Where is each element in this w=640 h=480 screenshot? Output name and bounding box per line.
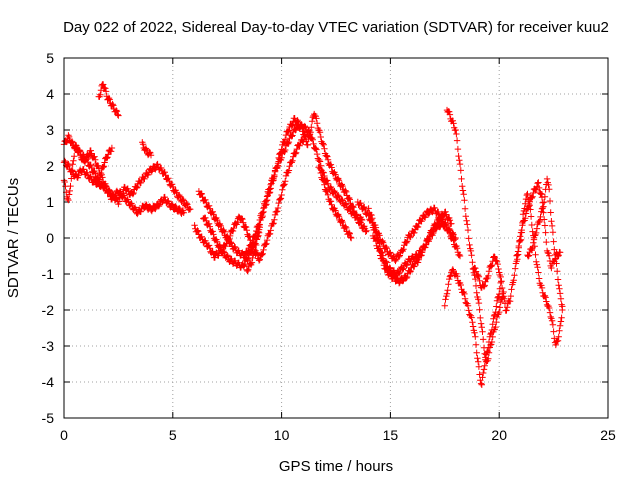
y-tick-label: 5 bbox=[46, 50, 54, 66]
series-trace-d bbox=[95, 81, 122, 119]
x-tick-label: 10 bbox=[274, 427, 290, 443]
grid-layer bbox=[64, 58, 608, 418]
series-trace-j bbox=[315, 164, 355, 242]
x-tick-label: 5 bbox=[169, 427, 177, 443]
series-trace-o bbox=[441, 266, 505, 388]
y-tick-label: 4 bbox=[46, 86, 54, 102]
y-axis-title: SDTVAR / TECUs bbox=[5, 178, 22, 298]
series-trace-p bbox=[469, 179, 564, 314]
series-trace-r bbox=[524, 175, 566, 310]
y-tick-label: -5 bbox=[42, 410, 55, 426]
series-trace-e bbox=[139, 139, 155, 159]
x-tick-label: 0 bbox=[60, 427, 68, 443]
data-point-markers bbox=[513, 190, 566, 349]
y-tick-label: -3 bbox=[42, 338, 55, 354]
data-point-markers bbox=[243, 224, 263, 275]
plot-frame bbox=[63, 57, 609, 419]
y-tick-label: 3 bbox=[46, 122, 54, 138]
data-point-markers bbox=[139, 139, 155, 159]
data-point-markers bbox=[441, 266, 505, 388]
y-tick-label: -1 bbox=[42, 266, 55, 282]
axes-layer: 0 5 10 15 20 25 -5 -4 -3 -2 -1 0 1 2 3 4 5 bbox=[42, 50, 616, 443]
x-axis-title: GPS time / hours bbox=[279, 458, 393, 475]
x-tick-label: 20 bbox=[491, 427, 507, 443]
y-tick-label: 0 bbox=[46, 230, 54, 246]
series-trace-m bbox=[369, 208, 455, 287]
x-tick-label: 15 bbox=[383, 427, 399, 443]
y-tick-label: 1 bbox=[46, 194, 54, 210]
data-point-markers bbox=[95, 81, 122, 119]
y-tick-label: 2 bbox=[46, 158, 54, 174]
y-tick-label: -4 bbox=[42, 374, 55, 390]
data-points-layer bbox=[60, 81, 566, 388]
data-point-markers bbox=[369, 208, 455, 287]
x-tick-label: 25 bbox=[600, 427, 616, 443]
series-trace-q bbox=[513, 190, 566, 349]
data-point-markers bbox=[469, 179, 564, 314]
data-point-markers bbox=[524, 175, 566, 310]
y-tick-label: -2 bbox=[42, 302, 55, 318]
data-point-markers bbox=[315, 164, 355, 242]
chart-title: Day 022 of 2022, Sidereal Day-to-day VTE… bbox=[63, 19, 609, 36]
series-trace-i bbox=[243, 224, 263, 275]
